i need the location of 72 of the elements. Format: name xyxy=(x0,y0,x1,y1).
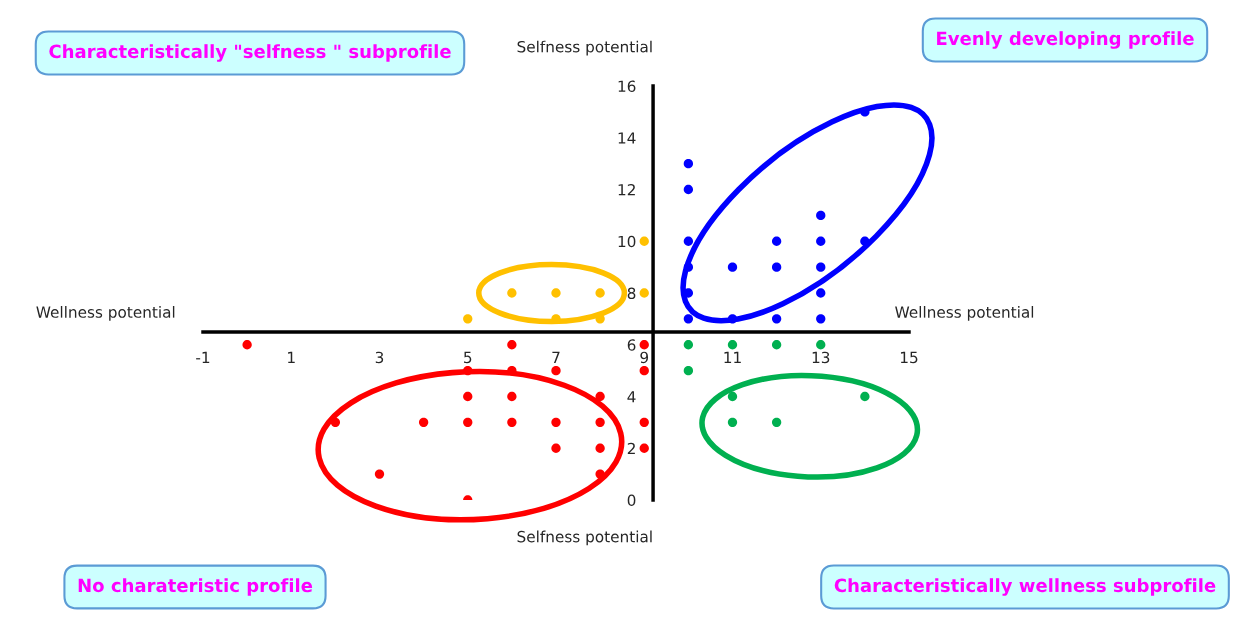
point xyxy=(816,236,826,246)
point xyxy=(595,417,605,428)
point xyxy=(463,391,473,402)
text: Selfness potential xyxy=(517,530,652,546)
y-tick-label: 0 xyxy=(627,494,636,507)
point xyxy=(860,391,870,402)
point xyxy=(507,391,517,402)
point xyxy=(639,443,649,453)
point xyxy=(639,236,649,246)
x-tick-label: 5 xyxy=(464,351,472,364)
x-tick-label: 1 xyxy=(288,351,295,363)
point xyxy=(242,340,252,350)
point xyxy=(507,340,517,350)
x-tick-label: 13 xyxy=(812,351,830,364)
y-tick-label: 6 xyxy=(627,339,636,351)
point xyxy=(683,365,694,376)
point xyxy=(771,314,782,324)
text: Evenly developing profile xyxy=(937,31,1194,49)
point xyxy=(816,210,826,221)
point xyxy=(639,365,649,376)
y-tick-label: 4 xyxy=(627,391,636,403)
point xyxy=(727,391,738,402)
point xyxy=(507,417,517,428)
annotation: Wellness potential xyxy=(895,306,1034,321)
x-tick-label: 15 xyxy=(900,351,918,364)
point xyxy=(771,340,782,350)
point xyxy=(771,262,782,272)
point xyxy=(639,340,649,350)
x-tick-label: 11 xyxy=(724,351,741,363)
point xyxy=(816,288,826,298)
point xyxy=(374,469,385,479)
point xyxy=(683,236,694,246)
point xyxy=(639,417,649,428)
point xyxy=(595,391,605,402)
point xyxy=(816,314,826,324)
point xyxy=(595,288,605,298)
x-tick-label: 7 xyxy=(552,351,560,363)
point xyxy=(683,184,694,195)
x-tick-label: 3 xyxy=(375,351,384,364)
point xyxy=(727,417,738,428)
y-tick-label: 16 xyxy=(618,80,636,93)
y-axis-title: Selfness potential xyxy=(517,40,652,56)
text: No charateristic profile xyxy=(78,578,313,596)
point xyxy=(727,340,738,350)
point xyxy=(463,417,473,428)
point xyxy=(418,417,429,428)
text: Characteristically wellness subprofile xyxy=(834,578,1216,596)
point xyxy=(727,262,738,272)
y-tick-label: 10 xyxy=(618,235,636,248)
point xyxy=(683,158,694,169)
text: Characteristically "selfness " subprofile xyxy=(49,44,451,62)
y-tick-label: 14 xyxy=(618,132,636,144)
point xyxy=(595,443,605,453)
x-tick-label: -1 xyxy=(196,351,210,363)
y-tick-label: 12 xyxy=(618,183,635,196)
y-tick-label: 8 xyxy=(627,287,636,300)
x-tick-label: 9 xyxy=(640,351,649,364)
point xyxy=(816,340,826,350)
x-axis-title: Wellness potential xyxy=(36,306,175,321)
y-tick-label: 2 xyxy=(627,442,635,455)
point xyxy=(551,365,561,376)
point xyxy=(551,443,561,453)
point xyxy=(771,417,782,428)
point xyxy=(816,262,826,272)
point xyxy=(771,236,782,246)
point xyxy=(683,314,694,324)
point xyxy=(551,417,561,428)
point xyxy=(639,288,649,298)
point xyxy=(683,340,694,350)
point xyxy=(551,288,561,298)
point xyxy=(463,314,473,324)
point xyxy=(507,288,517,298)
